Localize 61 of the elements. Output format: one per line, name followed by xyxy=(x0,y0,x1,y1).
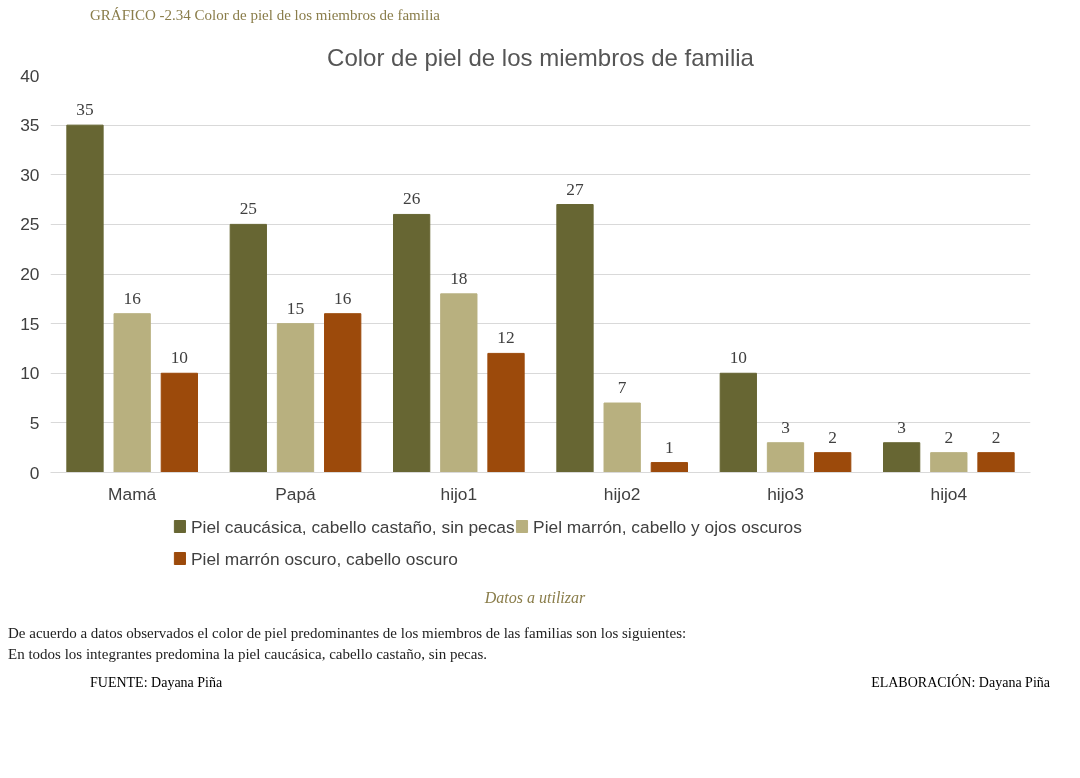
bar xyxy=(883,442,921,473)
data-label: 2 xyxy=(944,427,954,447)
data-label: 27 xyxy=(566,179,584,199)
data-label: 2 xyxy=(828,427,838,447)
y-tick-label: 5 xyxy=(29,412,40,433)
bar xyxy=(113,313,151,473)
x-tick-label: Mamá xyxy=(108,483,157,504)
y-tick-label: 40 xyxy=(20,65,40,86)
chart-title: Color de piel de los miembros de familia xyxy=(327,43,755,71)
bar xyxy=(229,223,267,473)
text: ELABORACIÓN: Dayana Piña xyxy=(871,673,1050,692)
data-label: 7 xyxy=(617,378,627,398)
legend-label: Piel marrón, cabello y ojos oscuros xyxy=(533,516,803,537)
data-label: 18 xyxy=(450,268,468,288)
data-label: 26 xyxy=(402,189,421,209)
text: Datos a utilizar xyxy=(483,588,587,608)
data-label: 10 xyxy=(170,348,189,368)
bar xyxy=(603,402,641,473)
text: GRÁFICO -2.34 Color de piel de los miembros de familia xyxy=(90,6,440,25)
data-label: 12 xyxy=(497,328,515,348)
bar xyxy=(930,452,968,473)
bar xyxy=(719,372,757,473)
y-tick-label: 20 xyxy=(20,264,40,284)
data-label: 3 xyxy=(781,417,790,437)
source-note: FUENTE: Dayana Piña xyxy=(90,674,223,692)
bar xyxy=(324,313,362,473)
bar xyxy=(487,352,525,473)
x-tick-label: Papá xyxy=(275,483,317,504)
y-tick-label: 35 xyxy=(20,115,40,136)
data-label: 2 xyxy=(991,427,1001,447)
x-tick-label: hijo3 xyxy=(767,483,804,504)
bar xyxy=(440,293,478,473)
data-label: 35 xyxy=(76,100,94,120)
x-tick-label: hijo2 xyxy=(603,483,641,504)
data-label: 16 xyxy=(123,288,142,308)
bar xyxy=(66,124,104,473)
bar xyxy=(276,323,315,473)
bar xyxy=(766,442,805,473)
bar xyxy=(814,452,852,473)
bar xyxy=(650,462,688,473)
legend-label: Piel caucásica, cabello castaño, sin pecas xyxy=(191,516,516,537)
y-tick-label: 25 xyxy=(20,214,40,235)
x-tick-label: hijo1 xyxy=(440,483,478,504)
y-tick-label: 10 xyxy=(20,363,40,384)
bar xyxy=(160,372,198,473)
x-tick-label: hijo4 xyxy=(930,483,968,504)
data-label: 16 xyxy=(334,288,352,308)
y-tick-label: 15 xyxy=(20,313,40,334)
bar xyxy=(393,213,431,473)
y-tick-label: 30 xyxy=(20,164,40,185)
data-label: 15 xyxy=(286,298,305,318)
text: De acuerdo a datos observados el color de piel predominantes de los miembros de las familias son los siguientes: xyxy=(8,625,687,641)
bar xyxy=(556,204,594,473)
data-label: 1 xyxy=(665,437,674,457)
text: En todos los integrantes predomina la piel caucásica, cabello castaño, sin pecas. xyxy=(8,646,487,663)
data-label: 3 xyxy=(897,417,906,437)
data-label: 25 xyxy=(239,199,257,219)
bar xyxy=(977,452,1015,473)
data-label: 10 xyxy=(729,348,747,368)
y-tick-label: 0 xyxy=(29,462,40,483)
legend-label: Piel marrón oscuro, cabello oscuro xyxy=(191,548,458,569)
